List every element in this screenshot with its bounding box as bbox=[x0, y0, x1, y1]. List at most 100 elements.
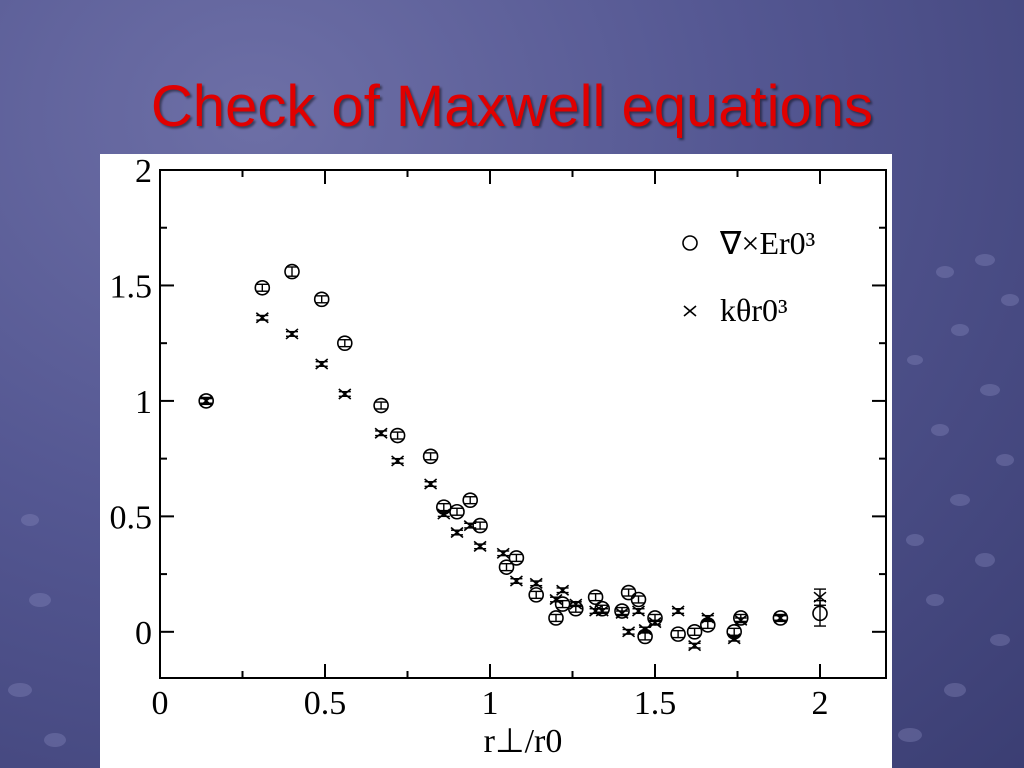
cross-marker bbox=[569, 598, 583, 610]
cross-data-point bbox=[450, 526, 464, 539]
cross-marker bbox=[437, 508, 451, 520]
axis-ticks bbox=[159, 169, 886, 678]
cross-marker bbox=[773, 612, 787, 624]
cross-data-point bbox=[671, 605, 685, 617]
cross-marker bbox=[255, 312, 269, 324]
tick-labels: 0 0.5 1 1.5 2 0 0.5 1 1.5 2 bbox=[110, 154, 829, 722]
circle-marker bbox=[614, 603, 630, 619]
cross-marker bbox=[556, 584, 570, 596]
circle-data-point bbox=[686, 624, 703, 640]
cross-data-point bbox=[255, 312, 269, 324]
y-tick-label: 1.5 bbox=[110, 268, 153, 305]
cross-marker bbox=[648, 616, 662, 629]
cross-marker bbox=[734, 614, 748, 626]
cross-marker bbox=[615, 607, 629, 619]
circle-marker bbox=[462, 492, 479, 509]
circle-data-point bbox=[498, 559, 515, 575]
circle-marker bbox=[449, 503, 465, 520]
legend-label-curl-e: ∇×Er0³ bbox=[719, 225, 815, 261]
circle-data-point bbox=[389, 427, 406, 444]
cross-marker bbox=[338, 388, 352, 400]
cross-data-point bbox=[549, 593, 563, 606]
circle-data-point bbox=[587, 589, 604, 605]
cross-data-point bbox=[496, 547, 510, 559]
cross-marker bbox=[391, 455, 405, 467]
cross-data-point bbox=[556, 584, 570, 596]
legend-cross-marker bbox=[683, 305, 697, 317]
circle-data-point bbox=[284, 263, 300, 280]
cross-marker bbox=[285, 328, 299, 340]
x-tick-label: 2 bbox=[812, 685, 829, 722]
cross-data-point bbox=[199, 395, 213, 407]
circle-data-point bbox=[337, 335, 353, 351]
circle-marker bbox=[284, 263, 300, 280]
circle-data-point bbox=[620, 584, 637, 601]
chart-panel: 0 0.5 1 1.5 2 0 0.5 1 1.5 2 ∇×Er0³ kθr0³ r⊥/r0 bbox=[100, 154, 892, 768]
x-tick-label: 0.5 bbox=[304, 685, 347, 722]
scatter-chart: 0 0.5 1 1.5 2 0 0.5 1 1.5 2 ∇×Er0³ kθr0³ r⊥/r0 bbox=[110, 154, 887, 760]
circle-data-point bbox=[472, 517, 488, 534]
circle-marker bbox=[548, 610, 564, 626]
circle-marker bbox=[732, 610, 749, 626]
y-tick-label: 2 bbox=[135, 154, 152, 190]
cross-data-point bbox=[727, 633, 741, 645]
circle-marker bbox=[587, 589, 604, 605]
cross-marker bbox=[688, 640, 702, 652]
cross-data-point bbox=[569, 598, 583, 610]
circle-marker bbox=[313, 291, 330, 308]
circle-data-point bbox=[254, 279, 271, 296]
cross-data-point bbox=[529, 577, 543, 589]
cross-data-point bbox=[631, 605, 646, 617]
cross-data-point bbox=[813, 588, 827, 606]
cross-data-point bbox=[424, 478, 438, 490]
x-tick-label: 1 bbox=[482, 685, 499, 722]
circle-marker bbox=[772, 610, 789, 626]
cross-marker bbox=[199, 395, 213, 407]
cross-data-point bbox=[338, 388, 352, 400]
legend-circle-marker bbox=[682, 235, 698, 251]
legend: ∇×Er0³ kθr0³ bbox=[682, 225, 815, 328]
circle-data-point bbox=[528, 587, 545, 603]
circle-marker bbox=[389, 427, 406, 444]
cross-marker bbox=[473, 540, 487, 552]
x-tick-label: 1.5 bbox=[634, 685, 677, 722]
cross-data-point bbox=[285, 328, 299, 340]
circle-marker bbox=[337, 335, 353, 351]
circle-data-point bbox=[422, 448, 439, 465]
circle-marker bbox=[498, 559, 515, 575]
cross-data-point bbox=[701, 612, 715, 624]
cross-marker bbox=[638, 623, 652, 636]
cross-marker bbox=[813, 591, 827, 603]
circle-marker bbox=[686, 624, 703, 640]
cross-data-point bbox=[734, 614, 748, 626]
x-tick-label: 0 bbox=[152, 685, 169, 722]
cross-data-point bbox=[437, 508, 451, 520]
circle-marker bbox=[472, 517, 488, 534]
circle-data-point bbox=[630, 591, 647, 608]
cross-data-point bbox=[509, 575, 523, 587]
cross-marker bbox=[496, 547, 510, 559]
circle-marker bbox=[422, 448, 439, 465]
circle-data-point bbox=[670, 626, 686, 642]
cross-marker bbox=[424, 478, 438, 490]
circle-data-point bbox=[554, 596, 571, 612]
circle-data-point bbox=[462, 492, 479, 509]
circle-data-point bbox=[449, 503, 465, 520]
cross-data-point bbox=[773, 612, 787, 624]
circle-data-point bbox=[373, 397, 389, 414]
y-tick-label: 1 bbox=[135, 384, 152, 421]
cross-marker bbox=[509, 575, 523, 587]
cross-marker bbox=[631, 605, 646, 617]
x-axis-label: r⊥/r0 bbox=[484, 723, 563, 760]
cross-marker bbox=[595, 605, 609, 617]
circle-data-point bbox=[508, 550, 525, 566]
legend-label-k-theta: kθr0³ bbox=[720, 292, 788, 328]
circle-marker bbox=[630, 591, 647, 608]
circle-marker bbox=[254, 279, 271, 296]
circle-data-point bbox=[548, 610, 564, 626]
cross-marker bbox=[450, 526, 464, 539]
cross-data-point bbox=[315, 358, 329, 370]
cross-data-point bbox=[595, 605, 609, 617]
cross-marker bbox=[529, 577, 543, 589]
